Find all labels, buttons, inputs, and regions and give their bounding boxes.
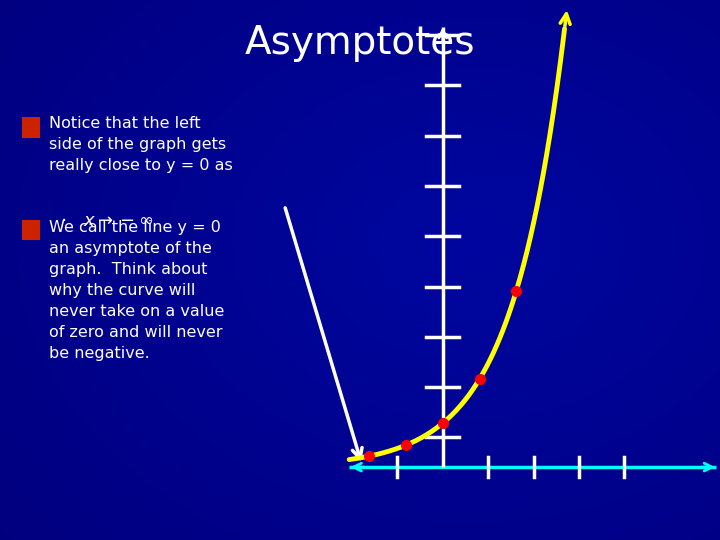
Text: $x \rightarrow -\infty$: $x \rightarrow -\infty$ [83, 212, 153, 230]
Text: We call the line y = 0
an asymptote of the
graph.  Think about
why the curve wil: We call the line y = 0 an asymptote of t… [49, 220, 225, 361]
Bar [22, 117, 40, 138]
Text: Notice that the left
side of the graph gets
really close to y = 0 as: Notice that the left side of the graph g… [49, 116, 233, 173]
Text: ·: · [61, 212, 68, 231]
Text: Asymptotes: Asymptotes [245, 24, 475, 62]
Bar [22, 220, 40, 240]
